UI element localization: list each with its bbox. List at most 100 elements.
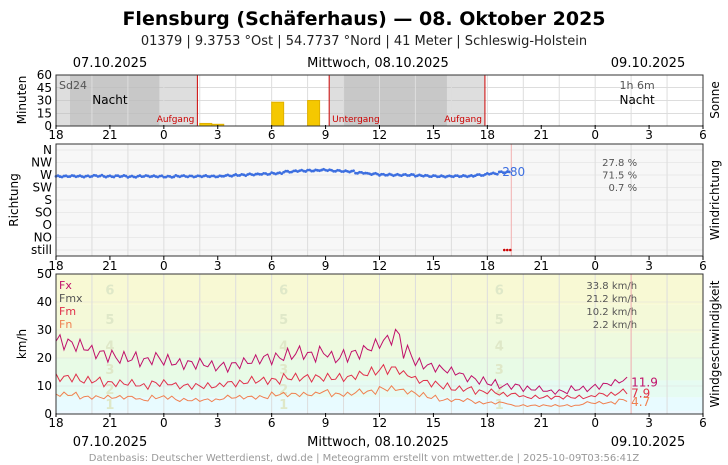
x-tick-label: 0 [160, 416, 168, 430]
x-tick-label: 0 [591, 128, 599, 142]
beaufort-label: 2 [495, 383, 504, 398]
direction-tick-label: NW [31, 156, 52, 170]
sunset-label: Untergang [332, 115, 380, 125]
direction-point [495, 172, 499, 176]
speed-stat-fx: 33.8 km/h [586, 281, 637, 292]
direction-point [172, 175, 176, 179]
direction-point [236, 174, 240, 177]
x-tick-label: 15 [426, 128, 441, 142]
direction-tick-label: SO [35, 206, 52, 220]
beaufort-label: 5 [279, 313, 288, 328]
speed-stat-fm: 10.2 km/h [586, 307, 637, 318]
x-tick-label: 15 [426, 259, 441, 273]
direction-tick-label: N [43, 143, 52, 157]
x-tick-label: 9 [322, 128, 330, 142]
x-tick-label: 21 [102, 128, 117, 142]
beaufort-label: 5 [105, 313, 114, 328]
legend-fmx: Fmx [59, 292, 83, 305]
date-left-bottom: 07.10.2025 [73, 435, 147, 450]
beaufort-label: 1 [495, 398, 504, 413]
direction-point [432, 174, 435, 177]
direction-point [352, 169, 355, 173]
x-tick-label: 3 [214, 128, 222, 142]
direction-point [306, 168, 310, 172]
direction-point [304, 170, 308, 173]
direction-stat: 71.5 % [602, 171, 637, 182]
x-tick-label: 0 [591, 416, 599, 430]
sun-bar [307, 100, 321, 127]
direction-point [92, 173, 96, 177]
direction-tick-label: SW [33, 181, 53, 195]
beaufort-label: 6 [495, 283, 504, 298]
date-left-top: 07.10.2025 [73, 56, 147, 71]
direction-point [436, 175, 439, 179]
speed-side-label: Windgeschwindigkeit [708, 280, 722, 407]
direction-tick-label: S [44, 193, 52, 207]
night-label: Nacht [92, 93, 128, 107]
calm-point [508, 248, 512, 252]
direction-point [188, 174, 192, 178]
direction-point [124, 174, 128, 178]
sun-duration-label: 1h 6m [620, 79, 655, 92]
x-tick-label: 12 [372, 128, 387, 142]
x-tick-label: 3 [645, 259, 653, 273]
direction-point [284, 169, 288, 173]
speed-current-fn: 4.7 [631, 395, 650, 409]
sunrise-label: Aufgang [157, 115, 195, 125]
date-center-bottom: Mittwoch, 08.10.2025 [307, 435, 449, 450]
legend-fx: Fx [59, 279, 72, 292]
station-subtitle: 01379 | 9.3753 °Ost | 54.7737 °Nord | 41… [141, 34, 587, 49]
direction-point [140, 175, 144, 179]
direction-point [501, 171, 505, 175]
beaufort-label: 4 [495, 339, 504, 354]
date-center-top: Mittwoch, 08.10.2025 [307, 56, 449, 71]
direction-point [280, 172, 284, 176]
date-right-bottom: 09.10.2025 [611, 435, 685, 450]
y-tick-label: 0 [44, 407, 52, 421]
direction-point [332, 169, 335, 173]
night-label: Nacht [619, 93, 655, 107]
sun-side-label: Sonne [708, 81, 722, 119]
direction-tick-label: W [40, 168, 52, 182]
direction-tick-label: O [43, 218, 52, 232]
x-tick-label: 0 [160, 128, 168, 142]
beaufort-label: 2 [105, 383, 114, 398]
speed-line-fn [55, 385, 628, 408]
direction-point [66, 175, 70, 178]
x-tick-label: 12 [372, 259, 387, 273]
x-tick-label: 21 [534, 259, 549, 273]
sun-bar [271, 101, 285, 127]
x-tick-label: 3 [645, 128, 653, 142]
legend-fn: Fn [59, 318, 72, 331]
speed-stat-fn: 2.2 km/h [593, 320, 637, 331]
y-tick-label: 50 [37, 267, 52, 281]
y-tick-label: 60 [37, 68, 52, 82]
direction-tick-label: NO [34, 231, 52, 245]
sun-24h-label: Sd24 [59, 79, 87, 92]
page-title: Flensburg (Schäferhaus) — 08. Oktober 20… [122, 8, 605, 30]
direction-point [220, 174, 224, 178]
direction-point [406, 174, 409, 177]
direction-current-value: 280 [502, 165, 525, 179]
speed-y-axis-label: km/h [15, 329, 29, 359]
x-tick-label: 21 [102, 416, 117, 430]
direction-y-axis-label: Richtung [7, 173, 21, 226]
legend-fm: Fm [59, 305, 76, 318]
direction-point [310, 169, 314, 173]
x-tick-label: 21 [534, 416, 549, 430]
calm-point [502, 248, 506, 252]
x-tick-label: 3 [214, 416, 222, 430]
y-tick-label: 45 [37, 81, 52, 95]
direction-point [268, 172, 272, 176]
sun-y-axis-label: Minuten [15, 76, 29, 125]
x-tick-label: 21 [534, 128, 549, 142]
date-right-top: 09.10.2025 [611, 56, 685, 71]
speed-current-fx: 11.9 [631, 375, 658, 389]
beaufort-label: 4 [279, 339, 288, 354]
direction-point [479, 174, 483, 177]
direction-point [160, 174, 164, 178]
x-tick-label: 18 [48, 259, 63, 273]
beaufort-label: 1 [279, 398, 288, 413]
sunrise-label: Aufgang [444, 115, 482, 125]
